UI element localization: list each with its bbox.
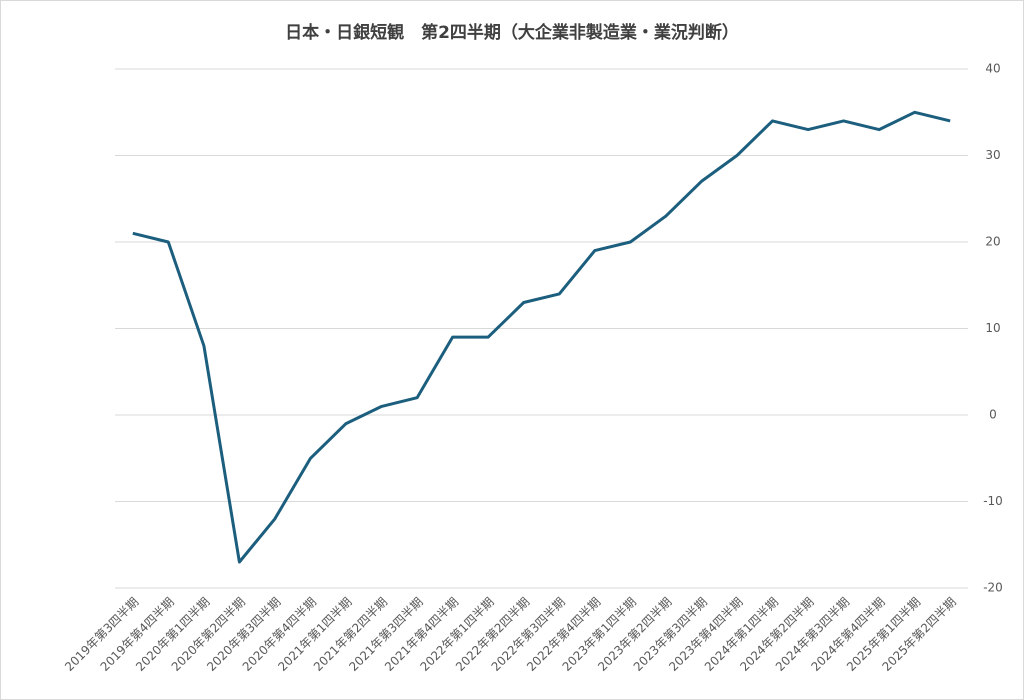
data-line [132, 110, 951, 564]
y-tick-label: 20 [985, 235, 1000, 249]
y-tick-label: -10 [983, 494, 1003, 508]
y-tick-label: 40 [985, 62, 1000, 76]
y-tick-label: 0 [989, 408, 997, 422]
y-tick-label: 10 [985, 321, 1000, 335]
y-tick-label: -20 [983, 581, 1003, 595]
y-tick-label: 30 [985, 148, 1000, 162]
chart-title: 日本・日銀短観 第2四半期（大企業非製造業・業況判断） [285, 22, 739, 43]
